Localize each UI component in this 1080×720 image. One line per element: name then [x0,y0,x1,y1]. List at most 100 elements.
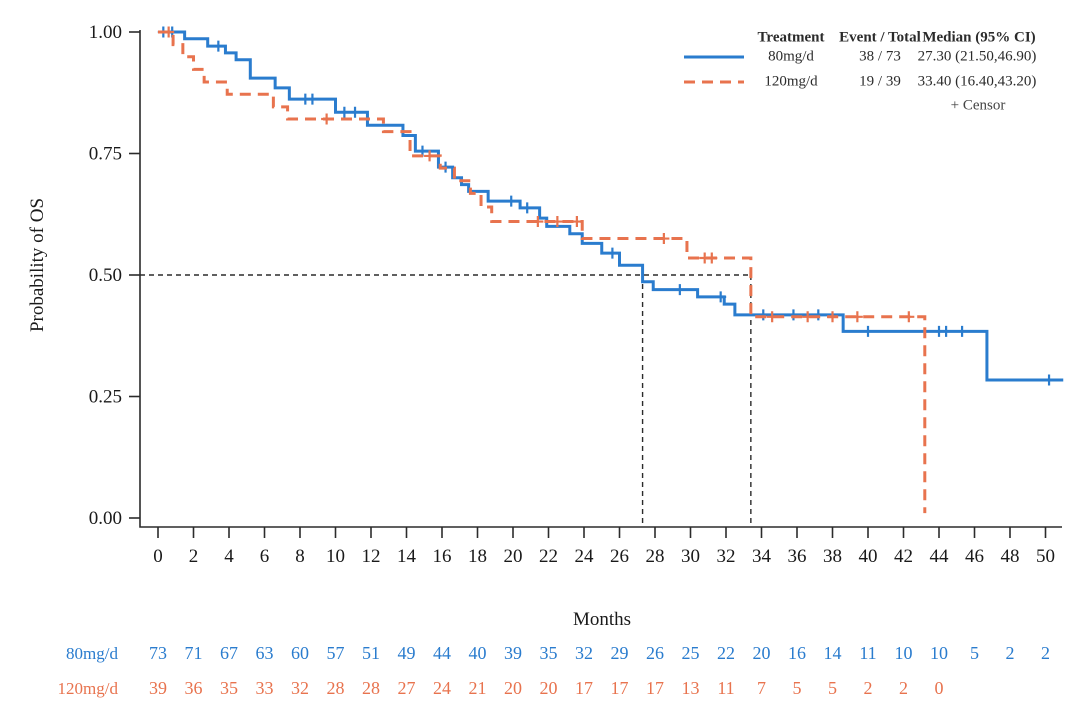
risk-count: 35 [540,643,558,663]
legend-censor-marker-label: + Censor [950,97,1006,114]
x-tick-label: 30 [681,546,700,567]
risk-row-label-80mg/d: 80mg/d [66,644,118,663]
x-axis-title: Months [572,609,632,630]
x-tick-label: 18 [468,546,487,567]
x-tick-label: 50 [1036,546,1055,567]
risk-count: 2 [864,678,873,698]
risk-count: 2 [899,678,908,698]
legend-row1-treatment: 80mg/d [768,48,814,65]
risk-count: 25 [682,643,700,663]
risk-count: 24 [433,678,451,698]
x-tick-label: 16 [433,546,452,567]
x-tick-label: 46 [965,546,984,567]
risk-count: 26 [646,643,664,663]
axis-spines [139,30,1062,528]
risk-count: 2 [1041,643,1050,663]
risk-row-label-120mg/d: 120mg/d [58,679,119,698]
risk-count: 35 [220,678,238,698]
x-tick-label: 6 [260,546,270,567]
y-tick-label: 0.00 [89,508,122,529]
y-tick-label: 0.25 [89,387,122,408]
legend-line-sample-solid [684,55,744,59]
x-tick-label: 32 [717,546,736,567]
risk-count: 36 [185,678,203,698]
risk-count: 22 [717,643,735,663]
x-tick-label: 20 [504,546,523,567]
risk-count: 28 [327,678,345,698]
x-tick-label: 10 [326,546,345,567]
risk-count: 11 [717,678,734,698]
x-tick-label: 4 [224,546,234,567]
risk-count: 32 [575,643,593,663]
risk-count: 44 [433,643,451,663]
risk-count: 20 [540,678,558,698]
risk-count: 33 [256,678,274,698]
risk-count: 40 [469,643,487,663]
legend-row1-event-total: 38 / 73 [859,48,901,65]
risk-count: 10 [895,643,913,663]
legend-header-event-total: Event / Total [839,29,921,46]
legend-row2-median: 33.40 (16.40,43.20) [917,73,1037,90]
legend-header-treatment: Treatment [757,29,825,46]
risk-count: 29 [611,643,629,663]
risk-count: 17 [646,678,664,698]
risk-count: 14 [824,643,842,663]
risk-count: 73 [149,643,167,663]
legend-row2-treatment: 120mg/d [764,73,818,90]
risk-count: 11 [859,643,876,663]
legend-line-sample-dashed [684,80,744,84]
risk-count: 63 [256,643,274,663]
risk-count: 39 [504,643,522,663]
risk-count: 39 [149,678,167,698]
x-tick-label: 22 [539,546,558,567]
y-tick-label: 0.50 [89,265,122,286]
risk-count: 10 [930,643,948,663]
risk-count: 71 [185,643,203,663]
survival-curve-80mg/d [158,30,1064,382]
legend-header-median: Median (95% CI) [922,29,1036,46]
risk-count: 5 [970,643,979,663]
x-tick-label: 44 [930,546,950,567]
x-tick-label: 28 [646,546,665,567]
risk-count: 0 [935,678,944,698]
risk-count: 20 [504,678,522,698]
risk-count: 57 [327,643,345,663]
x-tick-label: 26 [610,546,629,567]
risk-count: 7 [757,678,766,698]
risk-count: 27 [398,678,416,698]
risk-count: 28 [362,678,380,698]
x-tick-label: 0 [153,546,163,567]
risk-count: 32 [291,678,309,698]
x-tick-label: 12 [362,546,381,567]
censor-marks-120mg/d [163,26,915,323]
risk-count: 21 [469,678,487,698]
risk-count: 2 [1006,643,1015,663]
risk-count: 13 [682,678,700,698]
x-tick-label: 48 [1001,546,1020,567]
x-tick-label: 42 [894,546,913,567]
y-tick-label: 1.00 [89,22,122,43]
risk-count: 16 [788,643,806,663]
y-tick-label: 0.75 [89,144,122,165]
risk-count: 20 [753,643,771,663]
x-tick-label: 34 [752,546,772,567]
x-tick-label: 8 [295,546,305,567]
legend-row1-median: 27.30 (21.50,46.90) [917,48,1037,65]
risk-count: 17 [611,678,629,698]
risk-count: 51 [362,643,380,663]
x-tick-label: 2 [189,546,199,567]
risk-count: 5 [793,678,802,698]
legend-row2-event-total: 19 / 39 [859,73,901,90]
x-tick-label: 36 [788,546,807,567]
x-tick-label: 24 [575,546,595,567]
risk-count: 5 [828,678,837,698]
x-tick-label: 14 [397,546,417,567]
survival-curve-120mg/d [158,30,927,514]
risk-count: 60 [291,643,309,663]
y-axis-title: Probability of OS [27,197,48,333]
risk-count: 49 [398,643,416,663]
x-tick-label: 40 [859,546,878,567]
x-tick-label: 38 [823,546,842,567]
